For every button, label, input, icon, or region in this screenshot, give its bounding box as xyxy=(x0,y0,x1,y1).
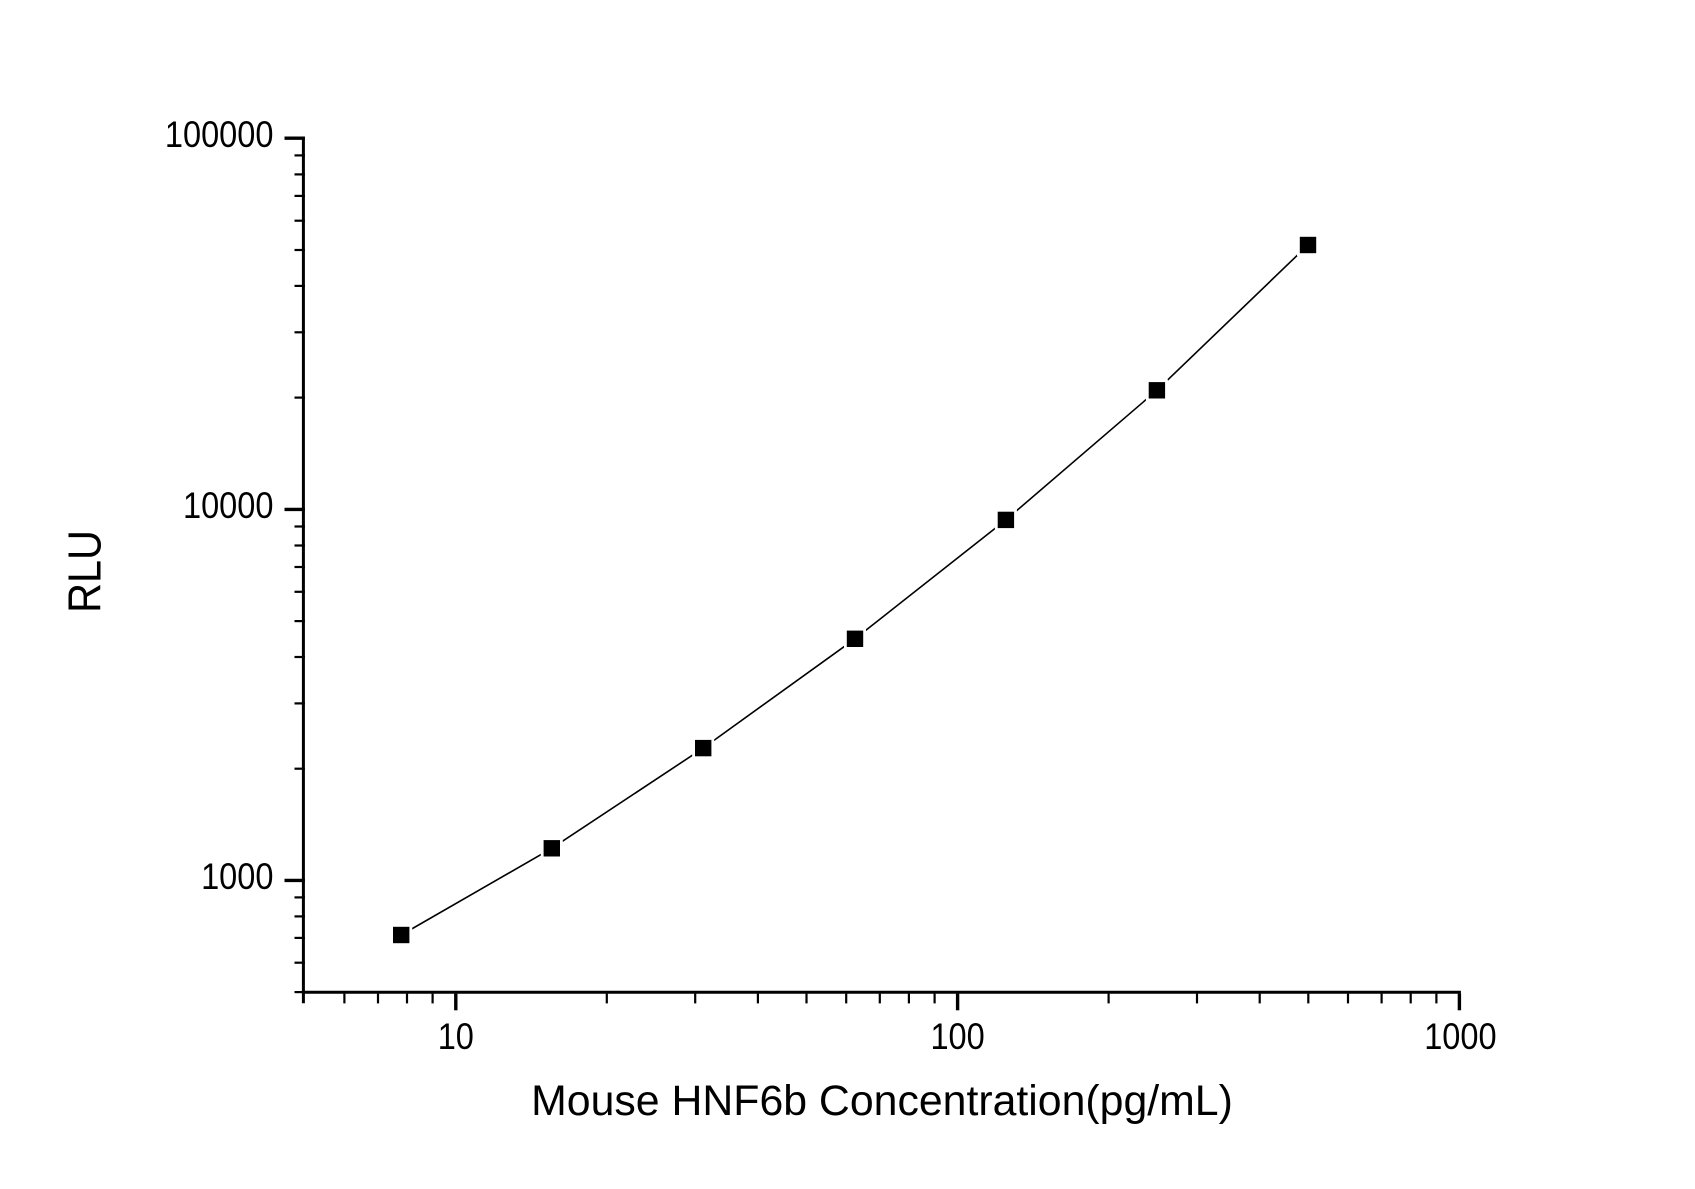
svg-text:10: 10 xyxy=(438,1016,474,1057)
svg-text:100000: 100000 xyxy=(165,114,274,155)
svg-text:100: 100 xyxy=(930,1016,984,1057)
svg-text:1000: 1000 xyxy=(1424,1016,1496,1057)
svg-text:Mouse HNF6b Concentration(pg/m: Mouse HNF6b Concentration(pg/mL) xyxy=(531,1077,1233,1125)
svg-text:10000: 10000 xyxy=(183,485,274,526)
svg-text:1000: 1000 xyxy=(201,856,273,897)
svg-text:RLU: RLU xyxy=(60,530,112,613)
